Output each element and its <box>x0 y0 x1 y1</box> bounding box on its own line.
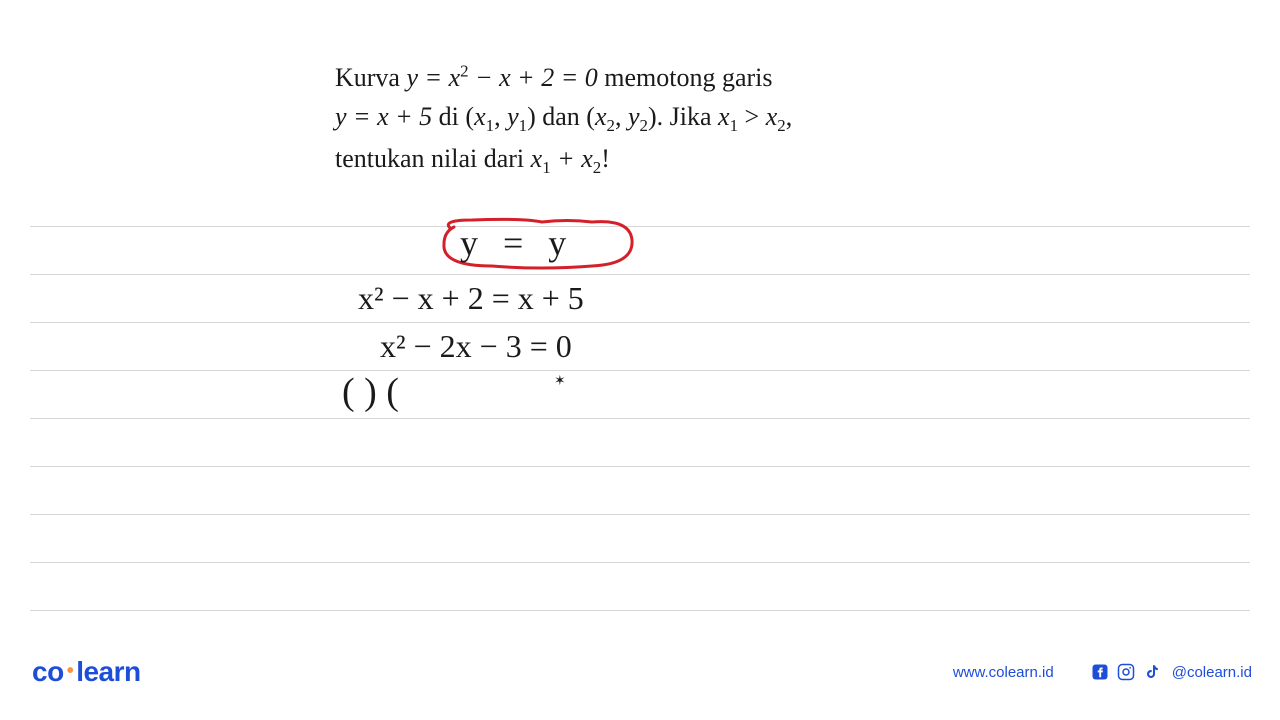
problem-paren-2c: ). <box>648 102 670 131</box>
problem-x1: x <box>474 102 486 131</box>
problem-paren-1c: ) <box>527 102 542 131</box>
problem-line2-b: di <box>439 102 466 131</box>
logo-part-1: co <box>32 656 64 687</box>
problem-sub-5: 1 <box>730 116 738 135</box>
problem-x1c: x <box>531 144 543 173</box>
asterisk-mark: ✶ <box>554 372 566 389</box>
problem-y1: y <box>507 102 519 131</box>
logo-part-2: learn <box>76 656 140 687</box>
instagram-icon <box>1116 662 1136 682</box>
handwriting-line-2: x² − 2x − 3 = 0 <box>380 328 572 365</box>
problem-x1b: x <box>718 102 730 131</box>
problem-eq-y: y = x <box>406 63 460 92</box>
problem-x2b: x <box>766 102 778 131</box>
problem-line2-a: y = x + 5 <box>335 102 439 131</box>
social-links: @colearn.id <box>1090 662 1252 682</box>
problem-sub-2: 1 <box>519 116 527 135</box>
problem-y2: y <box>628 102 640 131</box>
problem-sub-1: 1 <box>486 116 494 135</box>
problem-comma-2: , <box>615 102 628 131</box>
problem-text-2: memotong garis <box>604 63 772 92</box>
problem-paren-1o: ( <box>465 102 474 131</box>
problem-x2: x <box>595 102 607 131</box>
rule-line <box>30 466 1250 467</box>
problem-sub-7: 1 <box>542 158 550 177</box>
problem-comma-3: , <box>786 102 793 131</box>
footer: co•learn www.colearn.id @colearn.id <box>0 652 1280 692</box>
tiktok-icon <box>1142 662 1162 682</box>
circled-text: y = y <box>460 222 574 264</box>
rule-line <box>30 514 1250 515</box>
problem-sub-3: 2 <box>607 116 615 135</box>
problem-paren-2o: ( <box>586 102 595 131</box>
rule-line <box>30 562 1250 563</box>
handwriting-line-1: x² − x + 2 = x + 5 <box>358 280 584 317</box>
problem-sub-8: 2 <box>593 158 601 177</box>
facebook-icon <box>1090 662 1110 682</box>
handwriting-line-3: ( ) ( <box>342 370 399 414</box>
problem-sub-6: 2 <box>777 116 785 135</box>
problem-line3-a: tentukan nilai dari <box>335 144 531 173</box>
footer-right: www.colearn.id @colearn.id <box>953 662 1252 682</box>
rule-line <box>30 370 1250 371</box>
rule-line <box>30 322 1250 323</box>
rule-line <box>30 418 1250 419</box>
problem-dan: dan <box>542 102 586 131</box>
problem-gt: > <box>738 102 766 131</box>
problem-eq-mid: − x + 2 = 0 <box>469 63 605 92</box>
problem-statement: Kurva y = x2 − x + 2 = 0 memotong garis … <box>335 58 895 180</box>
problem-excl: ! <box>601 144 610 173</box>
logo-dot: • <box>64 660 77 683</box>
colearn-logo: co•learn <box>32 656 141 688</box>
problem-text-1: Kurva <box>335 63 406 92</box>
problem-comma-1: , <box>494 102 507 131</box>
problem-sup-1: 2 <box>460 61 468 80</box>
problem-sub-4: 2 <box>640 116 648 135</box>
circled-equation: y = y <box>436 218 636 272</box>
problem-jika: Jika <box>670 102 718 131</box>
social-handle: @colearn.id <box>1172 664 1252 681</box>
website-url: www.colearn.id <box>953 664 1054 681</box>
problem-plus: + x <box>551 144 593 173</box>
rule-line <box>30 610 1250 611</box>
main-content: Kurva y = x2 − x + 2 = 0 memotong garis … <box>0 0 1280 720</box>
